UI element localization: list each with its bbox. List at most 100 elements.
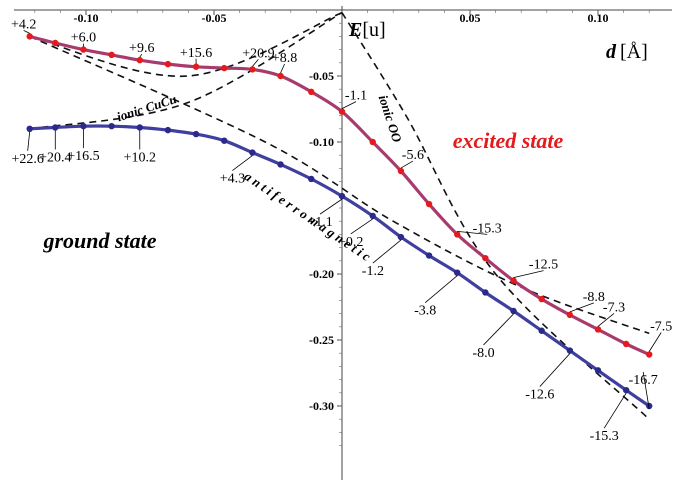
annotation-arrow [23,30,30,34]
annotation-excited: +15.6 [180,46,212,61]
y-axis-unit: [u] [362,19,385,41]
series-point [249,66,256,73]
annotation-excited: +9.6 [129,41,154,56]
y-tick-label: -0.05 [309,69,334,83]
series-point [277,161,284,168]
annotation-excited: -12.5 [529,258,558,273]
annotation-arrow [252,59,259,67]
annotation-ground: -3.8 [414,304,436,319]
annotation-excited: +6.0 [71,31,96,46]
annotation-excited: -7.5 [650,320,672,335]
annotation-excited: +4.2 [11,17,36,32]
label-excited-state: excited state [453,128,564,153]
series-point [52,39,59,47]
series-point [308,175,315,183]
series-point [397,233,405,241]
series-point [80,46,87,53]
x-axis-unit: [Å] [620,41,648,63]
annotation-excited: -5.6 [402,148,424,163]
series-point [108,51,115,59]
annotation-excited: +20.9 [242,46,274,61]
annotation-arrow [400,160,414,169]
label-ionic-oo: ionic OO [376,93,406,145]
series-point [425,252,433,259]
series-point [338,192,346,200]
annotation-excited: +8.8 [272,51,297,66]
series-point [221,137,228,144]
annotation-arrow [603,392,627,429]
y-tick-label: -0.10 [309,135,334,149]
series-point [622,386,630,394]
series-point [249,149,256,156]
series-point [425,200,433,208]
annotation-arrow [280,63,285,74]
series-point [164,126,172,134]
annotation-arrow [341,101,357,109]
dashed-curve [29,35,650,335]
series-point [538,295,545,303]
series-point [454,231,461,238]
series-point [192,130,200,138]
series-point [164,60,172,68]
annotation-ground: +10.2 [124,150,156,165]
series-point [482,289,489,296]
annotation-arrow [648,332,662,352]
label-ground-state: ground state [42,228,156,253]
series-point [482,254,489,262]
annotation-ground: +4.3 [220,172,245,187]
y-tick-label: -0.20 [309,267,334,281]
y-axis-symbol: E [348,19,362,41]
annotation-excited: -1.1 [345,89,367,104]
series-point [646,402,653,410]
series-point [26,125,33,132]
series-point [136,124,143,131]
curve-labels: ionic CuCu ionic OOa n t i f e r r o m a … [42,91,563,264]
annotation-excited: -7.3 [603,300,625,315]
series-point [594,367,602,374]
label-antiferromagnetic: a n t i f e r r o m a g n e t i c [242,168,374,264]
annotation-ground: +0.2 [338,235,363,250]
annotation-arrow [424,275,458,303]
x-axis-title: d [Å] [606,41,648,63]
series-point [369,138,376,146]
annotation-arrow [513,270,544,278]
data-curves [26,33,653,410]
y-axis-title: E[u] [348,19,386,41]
annotation-arrow [139,53,143,58]
series-point [510,307,517,315]
series-point [136,56,143,64]
annotation-arrow [597,313,615,327]
x-tick-label: -0.05 [202,11,227,25]
dashed-curve [29,11,343,130]
dashed-curve [341,12,650,420]
annotation-ground: +22.6 [11,152,43,167]
series-point [26,33,33,40]
annotation-ground: +20.4 [39,150,71,165]
dashed-curve [29,11,343,78]
annotation-arrow [232,155,253,171]
series-point [308,88,315,96]
series-point [538,327,545,334]
series-point [397,167,405,175]
annotation-ground: +16.5 [67,149,99,164]
axes: -0.10 -0.05 0.05 0.10 -0.05 -0.10 -0.20 -0.25 -0… [14,6,672,480]
annotation-ground: +1.1 [307,215,332,230]
annotation-arrow [457,231,488,235]
annotation-arrow [642,371,650,410]
annotation-ground: -8.0 [472,346,494,361]
series-point [80,122,87,130]
annotation-arrow [350,218,373,235]
series-point [594,326,602,333]
annotation-ground: -12.6 [525,388,554,403]
x-tick-label: -0.10 [74,11,99,25]
annotation-arrow [372,239,402,264]
value-annotations: +4.2 +6.0 +9.6 +15.6 +20.9+8.8 -1.1 -5.6 -15.3 -… [11,17,672,444]
annotation-ground: -1.2 [362,264,384,279]
annotation-arrow [319,198,343,215]
label-ionic-cucu: ionic CuCu [115,91,178,124]
series-point [454,269,461,276]
y-tick-label: -0.30 [309,399,334,413]
series-point [369,212,376,220]
x-tick-label: 0.05 [460,11,481,25]
